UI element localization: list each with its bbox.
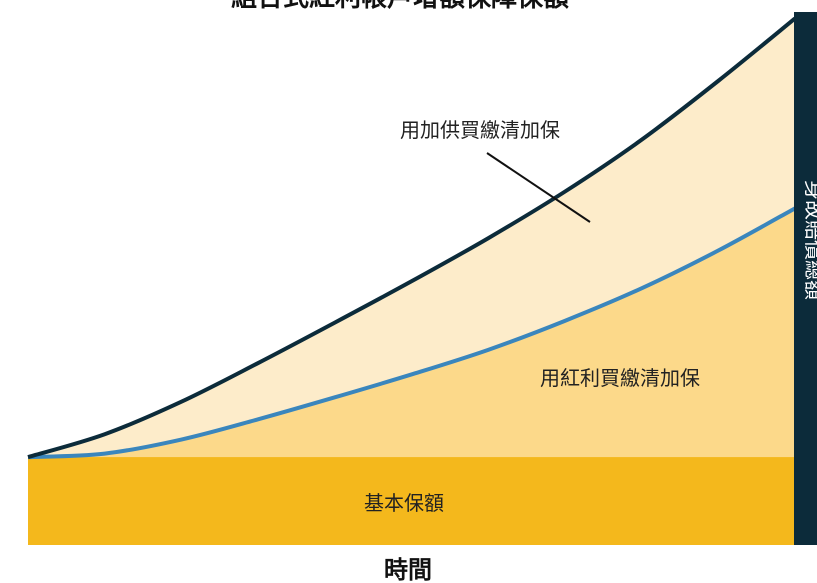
callout-line	[486, 152, 591, 223]
line-total	[27, 16, 797, 460]
line-bonus	[27, 206, 796, 460]
chart-title: 組合式紅利帳戶增額保障保額	[231, 0, 569, 13]
series-label-base: 基本保額	[364, 491, 444, 515]
y-axis-label: 身故賠償總額	[802, 180, 817, 300]
x-axis-label: 時間	[384, 556, 432, 583]
series-label-bonus: 用紅利買繳清加保	[540, 366, 700, 390]
series-label-supplement: 用加供買繳清加保	[400, 118, 560, 142]
y-axis-bar	[794, 12, 817, 545]
area-base	[28, 457, 795, 545]
